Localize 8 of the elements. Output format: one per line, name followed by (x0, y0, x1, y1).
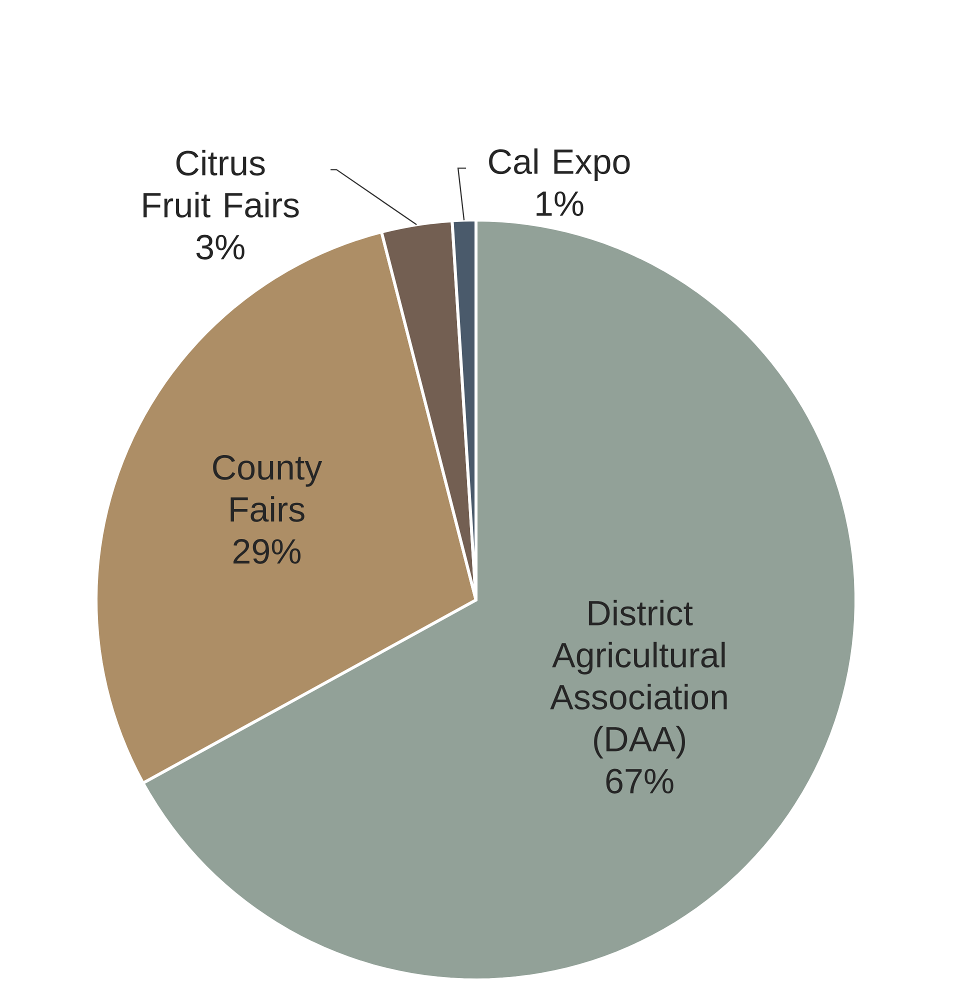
data-label: 3% (196, 234, 244, 260)
data-label: 29% (233, 539, 301, 564)
data-label: 67% (606, 768, 674, 794)
data-label: 1% (536, 191, 584, 216)
slice-label: Citrus Fruit Fairs (144, 150, 299, 218)
slice-label: Cal Expo (489, 148, 630, 181)
slice-label: County Fairs (213, 455, 322, 522)
slice-label: District Agricultural Association (DAA) (550, 600, 727, 758)
